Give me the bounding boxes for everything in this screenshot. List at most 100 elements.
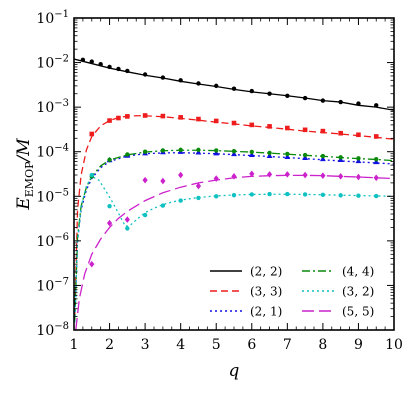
data-point-4-9 xyxy=(249,192,254,197)
data-point-0-5 xyxy=(125,68,130,74)
data-point-3-3 xyxy=(142,149,148,154)
data-point-0-16 xyxy=(320,98,326,103)
data-point-0-19 xyxy=(374,103,379,108)
legend-label-2: (2, 1) xyxy=(250,305,282,319)
data-point-1-5 xyxy=(160,113,166,119)
y-tick-label: 10−6 xyxy=(36,232,69,250)
data-point-1-11 xyxy=(267,124,272,129)
data-point-3-8 xyxy=(231,148,237,154)
x-tick-label: 9 xyxy=(354,337,363,353)
x-tick-label: 5 xyxy=(212,337,221,353)
data-point-3-10 xyxy=(267,150,272,156)
x-axis-label: q xyxy=(229,361,240,381)
data-point-3-13 xyxy=(320,153,326,159)
data-point-1-6 xyxy=(178,115,183,120)
data-point-0-11 xyxy=(231,86,237,91)
data-point-3-4 xyxy=(160,148,166,153)
legend-label-1: (3, 3) xyxy=(250,285,282,299)
y-axis-label-main: E xyxy=(14,197,34,211)
legend-label-0: (2, 2) xyxy=(250,265,282,279)
data-point-1-13 xyxy=(302,127,308,133)
data-point-1-16 xyxy=(356,132,361,138)
data-point-3-7 xyxy=(214,148,219,153)
data-point-5-8 xyxy=(231,173,237,180)
data-point-0-10 xyxy=(214,83,219,89)
legend-label-4: (3, 2) xyxy=(342,285,374,299)
data-point-2-9 xyxy=(266,152,273,158)
data-point-2-8 xyxy=(248,151,255,158)
series-line-4 xyxy=(74,175,394,323)
y-tick-label: 10−5 xyxy=(36,187,69,205)
data-point-1-0 xyxy=(89,131,95,137)
x-tick-label: 3 xyxy=(141,337,150,353)
data-point-1-12 xyxy=(285,125,290,131)
x-tick-label: 8 xyxy=(318,337,327,353)
x-tick-label: 6 xyxy=(247,337,256,353)
y-tick-label: 10−3 xyxy=(36,98,69,116)
data-point-1-15 xyxy=(338,130,343,136)
data-point-2-6 xyxy=(213,149,220,156)
data-point-5-10 xyxy=(266,171,273,178)
data-point-3-15 xyxy=(356,156,361,161)
legend: (2, 2) (4, 4) (3, 3) (3, 2) (2, 1) (5, 5) xyxy=(210,265,374,319)
data-point-5-3 xyxy=(142,176,148,184)
data-point-5-11 xyxy=(284,171,290,178)
data-point-4-5 xyxy=(178,198,183,203)
x-tick-label: 2 xyxy=(105,337,114,353)
data-point-5-16 xyxy=(373,174,379,182)
data-point-5-4 xyxy=(160,177,166,185)
data-point-1-1 xyxy=(107,118,112,123)
data-point-0-7 xyxy=(160,75,166,80)
legend-label-3: (4, 4) xyxy=(342,265,374,279)
data-point-4-4 xyxy=(160,203,166,208)
data-point-5-13 xyxy=(320,172,326,179)
data-point-5-2 xyxy=(124,216,130,223)
data-point-0-1 xyxy=(89,59,94,64)
data-point-0-0 xyxy=(80,57,86,63)
data-point-0-4 xyxy=(116,66,121,72)
y-tick-label: 10−1 xyxy=(36,9,69,27)
series-line-0 xyxy=(74,58,394,111)
data-point-1-17 xyxy=(373,134,379,139)
y-axis-label-sub: EMOP xyxy=(23,161,36,197)
data-point-4-11 xyxy=(285,191,290,197)
x-tick-label: 1 xyxy=(70,337,79,353)
y-tick-label: 10−4 xyxy=(36,143,69,161)
data-point-2-15 xyxy=(373,158,380,165)
data-point-2-10 xyxy=(284,153,291,159)
x-tick-label: 10 xyxy=(385,337,403,353)
y-axis-label: EEMOP/M xyxy=(14,138,36,211)
data-point-3-16 xyxy=(374,156,379,162)
data-point-4-1 xyxy=(107,203,112,209)
data-point-4-12 xyxy=(302,192,308,197)
data-point-5-5 xyxy=(178,171,184,179)
data-point-2-12 xyxy=(319,155,326,162)
y-tick-label: 10−7 xyxy=(36,276,69,294)
data-point-5-0 xyxy=(89,260,95,268)
data-point-0-9 xyxy=(196,81,201,86)
data-point-5-6 xyxy=(195,182,202,190)
data-point-1-7 xyxy=(196,116,201,122)
data-point-0-3 xyxy=(107,64,112,70)
data-point-4-10 xyxy=(267,191,272,197)
data-point-3-1 xyxy=(107,157,112,162)
data-point-4-15 xyxy=(356,193,361,198)
x-tick-label: 4 xyxy=(176,337,185,353)
legend-label-5: (5, 5) xyxy=(342,305,374,319)
data-point-4-6 xyxy=(196,195,201,201)
data-point-1-10 xyxy=(249,122,255,128)
data-point-0-12 xyxy=(249,88,254,94)
data-point-1-4 xyxy=(142,113,148,118)
data-point-1-9 xyxy=(231,120,237,126)
data-point-5-7 xyxy=(213,175,219,182)
data-point-0-2 xyxy=(98,61,103,67)
data-point-4-13 xyxy=(320,192,326,197)
x-tick-label: 7 xyxy=(283,337,292,353)
data-point-1-3 xyxy=(125,114,130,119)
data-point-0-13 xyxy=(267,91,272,96)
data-point-0-18 xyxy=(356,101,361,106)
data-point-0-17 xyxy=(338,99,343,105)
data-point-2-11 xyxy=(302,154,309,161)
data-point-4-16 xyxy=(374,193,379,199)
data-point-4-0 xyxy=(89,172,94,178)
